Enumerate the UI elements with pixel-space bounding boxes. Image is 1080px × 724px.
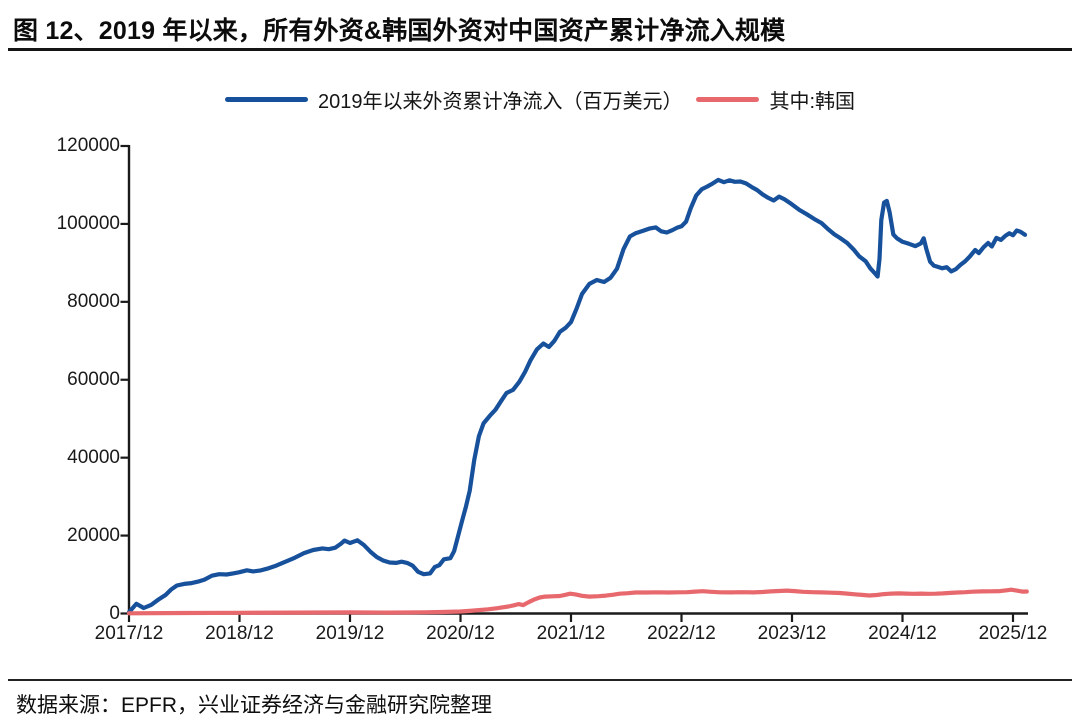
legend-label-korea: 其中:韩国 bbox=[769, 90, 856, 113]
series-line-foreign-total bbox=[126, 177, 1028, 615]
series-line-korea bbox=[126, 587, 1029, 616]
x-tick-label: 2020/12 bbox=[426, 623, 495, 644]
legend-line-swatch-red bbox=[696, 96, 760, 102]
y-tick-label: 60000 bbox=[67, 368, 120, 390]
x-tick-label: 2019/12 bbox=[315, 623, 385, 644]
legend-line-swatch-blue bbox=[224, 96, 308, 102]
x-tick-label: 2024/12 bbox=[868, 623, 937, 644]
x-tick-label: 2025/12 bbox=[978, 623, 1048, 644]
figure-title: 图 12、2019 年以来，所有外资&韩国外资对中国资产累计净流入规模 bbox=[13, 17, 786, 45]
chart-legend: 2019年以来外资累计净流入（百万美元） 其中:韩国 bbox=[0, 84, 1080, 114]
x-tick-label: 2017/12 bbox=[94, 623, 164, 644]
y-tick-label: 120000 bbox=[56, 135, 120, 156]
legend-label-foreign-total: 2019年以来外资累计净流入（百万美元） bbox=[317, 90, 683, 113]
y-tick-label: 40000 bbox=[67, 446, 120, 468]
x-tick-label: 2022/12 bbox=[647, 623, 716, 644]
x-tick-label: 2023/12 bbox=[757, 623, 827, 644]
x-tick-label: 2018/12 bbox=[205, 623, 274, 644]
title-divider bbox=[8, 48, 1072, 51]
y-tick-label: 100000 bbox=[56, 212, 120, 234]
source-divider bbox=[8, 679, 1072, 681]
y-tick-label: 20000 bbox=[67, 524, 120, 546]
legend-item-korea: 其中:韩国 bbox=[682, 85, 855, 114]
source-note: 数据来源：EPFR，兴业证券经济与金融研究院整理 bbox=[16, 694, 493, 717]
y-tick-label: 0 bbox=[109, 602, 120, 624]
legend-item-foreign-total: 2019年以来外资累计净流入（百万美元） bbox=[224, 85, 683, 114]
x-tick-label: 2021/12 bbox=[536, 623, 606, 644]
y-tick-label: 80000 bbox=[67, 290, 120, 312]
